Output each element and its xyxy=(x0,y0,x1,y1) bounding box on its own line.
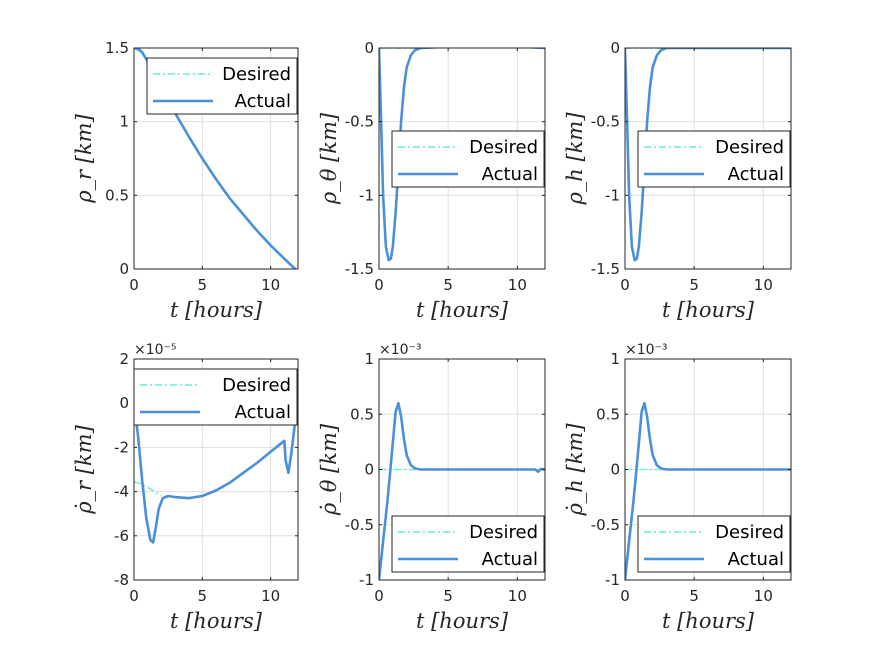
y-tick-label: -1 xyxy=(359,571,374,589)
y-tick-label: 0.5 xyxy=(105,186,129,204)
y-tick-label: -1.5 xyxy=(591,260,620,278)
x-tick-label: 10 xyxy=(754,276,773,294)
y-tick-label: -1 xyxy=(605,571,620,589)
y-tick-label: 1 xyxy=(364,350,374,368)
y-tick-label: 0 xyxy=(364,39,374,57)
y-tick-label: -1.5 xyxy=(345,260,374,278)
x-axis-label: t [hours] xyxy=(416,609,509,633)
y-tick-label: -6 xyxy=(114,527,129,545)
x-tick-label: 10 xyxy=(508,587,527,605)
y-tick-label: 0 xyxy=(119,394,129,412)
y-tick-label: 0 xyxy=(610,39,620,57)
y-exponent-label: ×10⁻³ xyxy=(625,342,668,358)
y-tick-label: 2 xyxy=(119,350,129,368)
x-axis-label: t [hours] xyxy=(170,298,263,322)
subplot-5: 0 5 10 -1 -0.5 0 0.5 1 ×10⁻³ t [hours] ρ̇_θ [km] De… xyxy=(317,342,545,633)
y-tick-label: 0 xyxy=(119,260,129,278)
y-exponent-label: ×10⁻³ xyxy=(379,342,422,358)
x-tick-label: 5 xyxy=(198,587,208,605)
y-axis-label: ρ_r [km] xyxy=(72,113,96,203)
y-tick-label: 0 xyxy=(610,461,620,479)
subplot-4: 0 5 10 -8 -6 -4 -2 0 2 ×10⁻⁵ t [hours] ρ̇_r [km] Des… xyxy=(72,342,298,633)
y-exponent-label: ×10⁻⁵ xyxy=(134,342,177,358)
y-axis-label: ρ̇_θ [km] xyxy=(317,423,341,516)
x-axis-label: t [hours] xyxy=(170,609,263,633)
x-tick-label: 10 xyxy=(508,276,527,294)
legend-label-desired: Desired xyxy=(715,522,784,543)
series-desired-line xyxy=(134,482,161,496)
legend-label-actual: Actual xyxy=(482,164,538,185)
x-tick-label: 10 xyxy=(754,587,773,605)
x-tick-label: 0 xyxy=(129,587,139,605)
legend-label-desired: Desired xyxy=(469,522,538,543)
y-tick-label: 1 xyxy=(610,350,620,368)
x-tick-label: 10 xyxy=(261,276,280,294)
y-tick-label: -0.5 xyxy=(591,113,620,131)
y-axis-label: ρ̇_h [km] xyxy=(563,423,587,517)
y-tick-label: -2 xyxy=(114,438,129,456)
subplot-3: 0 5 10 -1.5 -1 -0.5 0 t [hours] ρ_h [km] Desired A… xyxy=(563,39,791,322)
y-tick-label: -0.5 xyxy=(591,516,620,534)
legend-label-actual: Actual xyxy=(728,549,784,570)
subplot-6: 0 5 10 -1 -0.5 0 0.5 1 ×10⁻³ t [hours] ρ̇_h [km] De… xyxy=(563,342,791,633)
legend-label-desired: Desired xyxy=(222,64,291,85)
legend-label-actual: Actual xyxy=(235,91,291,112)
x-tick-label: 5 xyxy=(443,276,453,294)
y-tick-label: -8 xyxy=(114,571,129,589)
y-tick-label: -0.5 xyxy=(345,516,374,534)
legend: Desired Actual xyxy=(147,58,297,114)
legend: Desired Actual xyxy=(638,516,790,572)
y-tick-label: 1 xyxy=(119,113,129,131)
x-tick-label: 0 xyxy=(129,276,139,294)
x-tick-label: 0 xyxy=(374,276,384,294)
legend-label-desired: Desired xyxy=(715,137,784,158)
y-tick-label: -0.5 xyxy=(345,113,374,131)
x-tick-label: 0 xyxy=(620,276,630,294)
legend-label-actual: Actual xyxy=(482,549,538,570)
x-tick-label: 0 xyxy=(620,587,630,605)
legend-label-desired: Desired xyxy=(222,375,291,396)
x-axis-label: t [hours] xyxy=(416,298,509,322)
x-tick-label: 10 xyxy=(261,587,280,605)
legend: Desired Actual xyxy=(134,369,297,425)
x-tick-label: 5 xyxy=(443,587,453,605)
x-axis-label: t [hours] xyxy=(662,298,755,322)
y-tick-label: -1 xyxy=(359,186,374,204)
x-tick-label: 5 xyxy=(689,587,699,605)
y-axis-label: ρ̇_r [km] xyxy=(72,424,96,514)
legend-label-actual: Actual xyxy=(728,164,784,185)
y-tick-label: 0.5 xyxy=(350,405,374,423)
legend: Desired Actual xyxy=(638,131,790,187)
legend-label-actual: Actual xyxy=(235,402,291,423)
subplot-1: 0 5 10 0 0.5 1 1.5 t [hours] ρ_r [km] Desired Actu… xyxy=(72,39,298,322)
x-axis-label: t [hours] xyxy=(662,609,755,633)
x-tick-label: 0 xyxy=(374,587,384,605)
x-tick-label: 5 xyxy=(198,276,208,294)
legend: Desired Actual xyxy=(392,131,544,187)
y-axis-label: ρ_θ [km] xyxy=(317,112,341,205)
y-tick-label: -4 xyxy=(114,483,129,501)
y-axis-label: ρ_h [km] xyxy=(563,112,587,206)
y-tick-label: 1.5 xyxy=(105,39,129,57)
y-tick-label: 0.5 xyxy=(596,405,620,423)
y-tick-label: -1 xyxy=(605,186,620,204)
x-tick-label: 5 xyxy=(689,276,699,294)
y-tick-label: 0 xyxy=(364,461,374,479)
legend: Desired Actual xyxy=(392,516,544,572)
legend-label-desired: Desired xyxy=(469,137,538,158)
subplot-2: 0 5 10 -1.5 -1 -0.5 0 t [hours] ρ_θ [km] Desired A… xyxy=(317,39,545,322)
